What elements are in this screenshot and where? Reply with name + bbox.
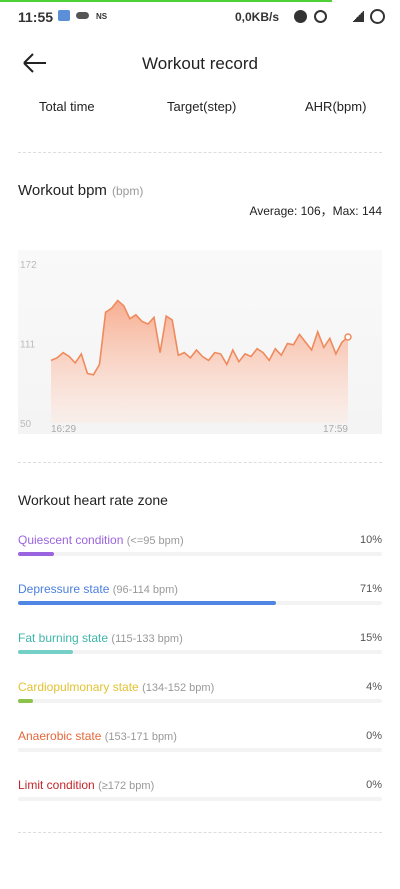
zone-row: Quiescent condition (<=95 bpm) (18, 533, 184, 547)
stat-label: Target(step) (167, 99, 237, 114)
signal-icon (352, 11, 364, 22)
zone-track (18, 797, 382, 801)
page-title: Workout record (142, 54, 258, 73)
zone-track (18, 552, 382, 556)
stat-label: Total time (39, 99, 95, 114)
zone-bar (18, 650, 73, 654)
status-icon (58, 10, 70, 21)
y-tick-label: 111 (20, 340, 36, 351)
cloud-icon (76, 12, 89, 19)
zone-name: Depressure state (18, 582, 110, 596)
zone-row: Depressure state (96-114 bpm) (18, 582, 178, 596)
back-arrow[interactable] (23, 53, 46, 73)
status-speed: 0,0KB/s (235, 10, 280, 24)
section-title: Workout bpm (18, 182, 107, 199)
zone-row: Anaerobic state (153-171 bpm) (18, 729, 177, 743)
divider (18, 832, 382, 833)
zone-name: Fat burning state (18, 631, 109, 645)
x-tick-label: 16:29 (51, 424, 76, 435)
status-icon (294, 10, 307, 23)
zone-percent: 4% (366, 681, 382, 693)
zone-name: Cardiopulmonary state (18, 680, 139, 694)
x-tick-label: 17:59 (323, 424, 348, 435)
heart-rate-chart: 50 111 172 16:29 17:59 (18, 250, 382, 435)
zone-percent: 15% (359, 632, 382, 644)
zone-row: Limit condition (≥172 bpm) (18, 778, 154, 792)
progress-line (0, 0, 332, 2)
zone-track (18, 650, 382, 654)
end-point (344, 333, 352, 341)
zone-row: Cardiopulmonary state (134-152 bpm) (18, 680, 214, 694)
zone-range: (134-152 bpm) (142, 682, 215, 694)
status-icon (314, 10, 327, 23)
zone-bar (18, 699, 33, 703)
status-time: 11:55 (18, 9, 54, 25)
y-tick-label: 50 (20, 419, 32, 430)
zone-bar (18, 552, 55, 556)
line (50, 299, 349, 376)
divider (18, 152, 382, 153)
zone-name: Quiescent condition (18, 533, 124, 547)
zone-bar (18, 601, 277, 605)
y-tick-label: 172 (20, 260, 37, 271)
line-area (51, 300, 348, 423)
zone-range: (≥172 bpm) (98, 780, 155, 792)
zone-track (18, 699, 382, 703)
back-button[interactable] (22, 52, 48, 74)
zone-percent: 71% (359, 583, 382, 595)
status-carrier: NS (96, 12, 108, 21)
zone-range: (115-133 bpm) (111, 633, 183, 645)
zone-range: (153-171 bpm) (104, 731, 177, 743)
zone-percent: 0% (366, 779, 382, 791)
stat-label: AHR(bpm) (305, 99, 367, 114)
zone-name: Limit condition (18, 778, 95, 792)
zone-range: (<=95 bpm) (126, 535, 184, 547)
zone-range: (96-114 bpm) (112, 584, 178, 596)
zone-percent: 10% (359, 534, 382, 546)
wifi-icon (370, 9, 385, 24)
bpm-summary: Average: 106，Max: 144 (249, 204, 382, 218)
divider (18, 462, 382, 463)
zone-track (18, 748, 382, 752)
zone-name: Anaerobic state (18, 729, 102, 743)
zone-row: Fat burning state (115-133 bpm) (18, 631, 183, 645)
zone-percent: 0% (366, 730, 382, 742)
unit-label: (bpm) (112, 184, 144, 198)
section-title: Workout heart rate zone (18, 492, 168, 508)
